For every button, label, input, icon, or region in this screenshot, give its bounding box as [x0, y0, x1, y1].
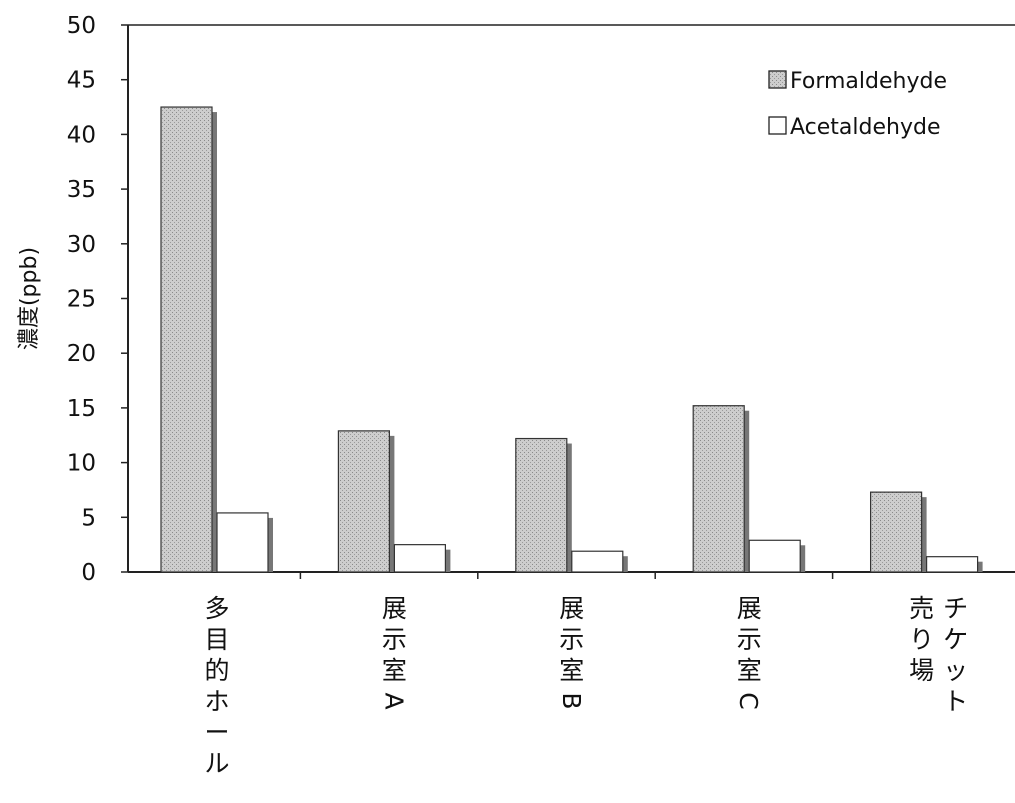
bar-formaldehyde-4 — [869, 491, 923, 573]
bar-shadow — [977, 561, 983, 572]
legend-swatch-formaldehyde — [768, 70, 787, 89]
y-tick-label: 35 — [67, 177, 96, 203]
category-label-char: 的 — [204, 656, 229, 685]
y-tick-label: 50 — [67, 13, 96, 39]
category-label-char: 展 — [559, 594, 584, 623]
bar-shadow — [744, 410, 750, 572]
bar-acetaldehyde-1 — [393, 544, 446, 573]
category-label-char: A — [379, 692, 408, 709]
bar-shadow — [389, 435, 395, 572]
bar-acetaldehyde-3 — [748, 539, 801, 573]
legend-label-acetaldehyde: Acetaldehyde — [790, 115, 940, 140]
bar-shadow — [212, 112, 217, 573]
bars — [160, 106, 983, 573]
y-tick-label: 10 — [67, 451, 96, 477]
category-label-char: ト — [943, 687, 968, 716]
bar-acetaldehyde-4 — [925, 556, 979, 573]
bar-shadow — [921, 497, 927, 572]
category-label-char: 展 — [382, 594, 407, 623]
y-tick-label: 30 — [67, 232, 96, 258]
category-label-char: 目 — [204, 625, 229, 654]
category-label-char: 室 — [737, 656, 762, 685]
x-axis — [299, 572, 834, 579]
y-axis-label: 濃度(ppb) — [17, 247, 42, 350]
legend-swatch-acetaldehyde — [768, 116, 787, 135]
bar-formaldehyde-1 — [337, 430, 390, 573]
category-label-char: 多 — [204, 594, 229, 623]
category-label-char: り — [909, 625, 934, 654]
category-label-char: ホ — [204, 687, 229, 716]
y-tick-label: 15 — [67, 396, 96, 422]
category-label-char: 室 — [382, 656, 407, 685]
category-label-char: 展 — [737, 594, 762, 623]
category-label-char: 場 — [909, 656, 934, 685]
y-tick-label: 40 — [67, 122, 96, 148]
category-label-char: チ — [943, 594, 968, 623]
category-label-char: ル — [204, 749, 229, 778]
y-tick-label: 0 — [81, 560, 96, 586]
bar-shadow — [566, 443, 572, 572]
category-label-char: 示 — [382, 625, 407, 654]
bar-formaldehyde-0 — [160, 106, 213, 573]
bar-formaldehyde-3 — [692, 405, 745, 573]
category-label-char: C — [734, 692, 763, 709]
category-label-char: ー — [204, 718, 229, 747]
category-label-char: 示 — [559, 625, 584, 654]
bar-acetaldehyde-2 — [571, 550, 624, 573]
y-tick-label: 25 — [67, 287, 96, 313]
y-axis: 0 5 10 15 20 25 30 35 40 45 50 — [67, 13, 128, 586]
legend-label-formaldehyde: Formaldehyde — [790, 69, 947, 94]
category-label-char: ケ — [943, 625, 968, 654]
category-label-char: 売 — [909, 594, 934, 623]
legend: Formaldehyde Acetaldehyde — [768, 69, 947, 140]
bar-formaldehyde-2 — [515, 437, 568, 573]
bar-shadow — [445, 549, 451, 572]
bar-shadow — [800, 545, 806, 572]
y-tick-label: 45 — [67, 68, 96, 94]
category-label-char: ッ — [943, 656, 968, 685]
category-label-char: B — [557, 692, 586, 709]
category-label-char: 示 — [737, 625, 762, 654]
bar-shadow — [622, 556, 628, 572]
y-tick-label: 20 — [67, 341, 96, 367]
y-tick-label: 5 — [81, 505, 96, 531]
category-label-char: 室 — [559, 656, 584, 685]
bar-shadow — [268, 517, 273, 572]
bar-acetaldehyde-0 — [216, 512, 269, 573]
